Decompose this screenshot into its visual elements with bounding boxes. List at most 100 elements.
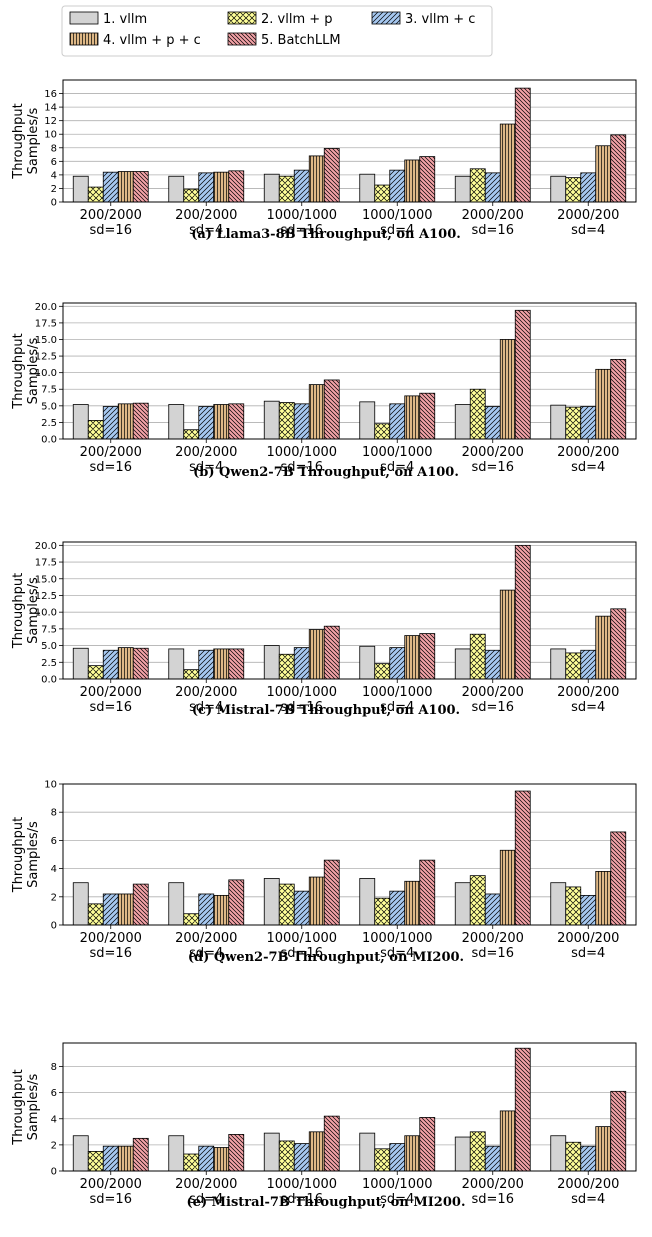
bar-vllm <box>263 878 280 926</box>
x-tick-label: sd=4 <box>189 700 223 715</box>
legend-item-vllm-p: 2. vllm + p <box>227 11 333 27</box>
figure-caption: (b) Qwen2-7B Throughput, on A100. <box>193 465 459 480</box>
bar-vllm <box>550 882 567 926</box>
bar-vllm-p-c <box>213 1147 230 1172</box>
bar-vllm <box>263 645 280 680</box>
y-tick-label: 5.0 <box>41 641 57 652</box>
bar-vllm-p-c <box>117 1145 134 1172</box>
bar-vllm-p <box>183 429 200 440</box>
bar-vllm-p <box>87 186 104 203</box>
x-tick-label: sd=4 <box>380 460 414 475</box>
x-tick-label: sd=4 <box>189 460 223 475</box>
x-tick-label: sd=16 <box>472 460 514 475</box>
x-tick-label: sd=4 <box>571 460 605 475</box>
bar-vllm-p <box>183 913 200 926</box>
legend-swatch-vllm <box>69 11 99 25</box>
bar-vllm <box>168 648 185 680</box>
y-tick-label: 2.5 <box>41 658 57 669</box>
x-tick-label: sd=4 <box>571 946 605 961</box>
x-tick-label: 200/2000 <box>175 685 237 700</box>
bar-vllm-c <box>198 649 215 680</box>
bar-batchllm <box>610 831 627 926</box>
bar-vllm-c <box>484 893 501 926</box>
y-tick-label: 16 <box>44 89 57 100</box>
y-tick-label: 17.5 <box>35 558 57 569</box>
y-tick-label: 4 <box>51 864 57 875</box>
bar-batchllm <box>132 647 149 680</box>
bar-vllm-p <box>565 1141 582 1172</box>
bar-vllm-p <box>469 1131 486 1172</box>
y-axis-label: Samples/s <box>26 1073 41 1140</box>
y-tick-label: 10 <box>44 130 57 141</box>
y-axis-label: Throughput <box>11 1069 26 1146</box>
bar-batchllm <box>228 170 245 203</box>
y-tick-label: 4 <box>51 170 57 181</box>
bar-vllm <box>263 400 280 440</box>
bar-vllm-c <box>580 172 597 203</box>
x-tick-label: 1000/1000 <box>362 1177 433 1192</box>
bar-vllm-p <box>374 897 391 926</box>
bar-vllm-p <box>374 184 391 203</box>
legend-swatch-vllm-p <box>227 11 257 25</box>
x-tick-label: 200/2000 <box>80 931 142 946</box>
y-tick-label: 6 <box>51 836 57 847</box>
bar-vllm <box>168 1135 185 1172</box>
x-tick-label: sd=16 <box>281 946 323 961</box>
plot-frame <box>62 79 637 203</box>
bar-batchllm <box>228 879 245 926</box>
bar-vllm-p <box>565 177 582 203</box>
bar-vllm-p-c <box>404 159 421 203</box>
x-tick-label: 200/2000 <box>175 208 237 223</box>
bar-vllm <box>168 404 185 440</box>
y-tick-label: 10.0 <box>35 368 57 379</box>
bar-batchllm <box>514 309 531 440</box>
bar-vllm <box>359 401 376 440</box>
x-tick-label: 1000/1000 <box>266 1177 337 1192</box>
figure-caption: (e) Mistral-7B Throughput, on MI200. <box>187 1195 466 1210</box>
y-axis-label: Throughput <box>11 103 26 180</box>
y-axis-label: Throughput <box>11 817 26 894</box>
bar-vllm-p-c <box>595 368 612 440</box>
y-axis-label: Throughput <box>11 333 26 410</box>
y-tick-label: 17.5 <box>35 318 57 329</box>
y-tick-label: 0 <box>51 198 57 209</box>
bar-batchllm <box>514 544 531 680</box>
x-tick-label: 1000/1000 <box>266 208 337 223</box>
bar-batchllm <box>323 1115 340 1172</box>
bar-batchllm <box>419 633 436 680</box>
x-tick-label: sd=4 <box>189 223 223 238</box>
y-tick-label: 14 <box>44 103 57 114</box>
bar-vllm <box>454 1136 471 1172</box>
y-tick-label: 2 <box>51 892 57 903</box>
y-tick-label: 2 <box>51 184 57 195</box>
bar-vllm-p-c <box>404 395 421 440</box>
panel-mistral-mi200: 02468200/2000sd=16200/2000sd=41000/1000s… <box>11 1042 637 1210</box>
bar-vllm-p <box>565 652 582 680</box>
bar-batchllm <box>610 1090 627 1172</box>
bar-vllm-p-c <box>308 384 325 440</box>
bar-vllm-p-c <box>308 1131 325 1172</box>
bar-vllm-p-c <box>213 894 230 926</box>
x-tick-label: 2000/200 <box>462 445 524 460</box>
y-axis-label: Throughput <box>11 573 26 650</box>
bar-vllm <box>168 882 185 926</box>
bar-vllm-c <box>293 403 310 440</box>
bar-vllm-p <box>183 669 200 680</box>
y-axis-label: Samples/s <box>26 337 41 404</box>
bar-vllm-p <box>374 663 391 680</box>
bar-vllm-c <box>198 893 215 926</box>
x-tick-label: 200/2000 <box>80 445 142 460</box>
x-tick-label: 2000/200 <box>462 1177 524 1192</box>
bar-vllm-p-c <box>404 1135 421 1172</box>
bar-vllm-c <box>484 1145 501 1172</box>
bar-vllm <box>168 175 185 203</box>
y-tick-label: 8 <box>51 143 57 154</box>
bar-batchllm <box>514 87 531 203</box>
bar-vllm-p-c <box>308 876 325 926</box>
bar-vllm <box>359 878 376 926</box>
x-tick-label: sd=16 <box>281 1192 323 1207</box>
legend-label-vllm-c: 3. vllm + c <box>405 12 475 27</box>
legend-label-vllm: 1. vllm <box>103 12 147 27</box>
bar-batchllm <box>132 1137 149 1172</box>
bar-vllm <box>359 173 376 203</box>
